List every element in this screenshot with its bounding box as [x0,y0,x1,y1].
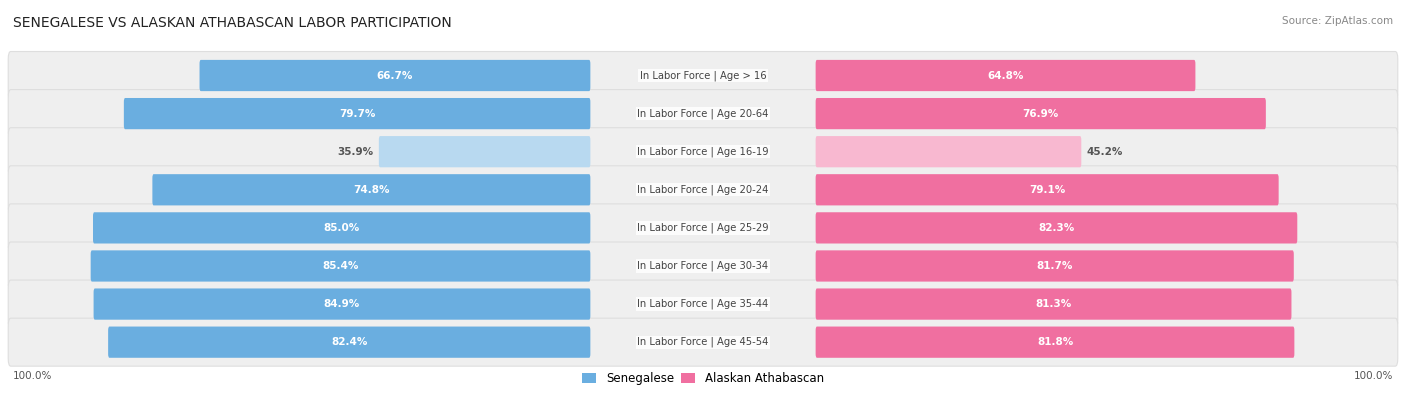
Text: 100.0%: 100.0% [1354,371,1393,382]
Text: In Labor Force | Age > 16: In Labor Force | Age > 16 [640,70,766,81]
FancyBboxPatch shape [8,128,1398,176]
FancyBboxPatch shape [108,327,591,358]
FancyBboxPatch shape [378,136,591,167]
Text: In Labor Force | Age 45-54: In Labor Force | Age 45-54 [637,337,769,348]
Text: 64.8%: 64.8% [987,71,1024,81]
Text: 79.7%: 79.7% [339,109,375,118]
Text: 81.7%: 81.7% [1036,261,1073,271]
FancyBboxPatch shape [8,204,1398,252]
FancyBboxPatch shape [8,166,1398,214]
FancyBboxPatch shape [93,212,591,243]
Text: In Labor Force | Age 20-24: In Labor Force | Age 20-24 [637,184,769,195]
FancyBboxPatch shape [94,288,591,320]
Text: 76.9%: 76.9% [1022,109,1059,118]
Text: 82.3%: 82.3% [1039,223,1074,233]
Text: 84.9%: 84.9% [323,299,360,309]
FancyBboxPatch shape [8,280,1398,328]
Text: In Labor Force | Age 20-64: In Labor Force | Age 20-64 [637,108,769,119]
FancyBboxPatch shape [124,98,591,129]
FancyBboxPatch shape [815,250,1294,282]
FancyBboxPatch shape [200,60,591,91]
Text: 100.0%: 100.0% [13,371,52,382]
Text: In Labor Force | Age 16-19: In Labor Force | Age 16-19 [637,147,769,157]
FancyBboxPatch shape [815,98,1265,129]
Text: 85.4%: 85.4% [322,261,359,271]
FancyBboxPatch shape [90,250,591,282]
Text: 35.9%: 35.9% [337,147,374,157]
Text: 45.2%: 45.2% [1087,147,1123,157]
FancyBboxPatch shape [152,174,591,205]
FancyBboxPatch shape [815,60,1195,91]
Text: SENEGALESE VS ALASKAN ATHABASCAN LABOR PARTICIPATION: SENEGALESE VS ALASKAN ATHABASCAN LABOR P… [13,17,451,30]
Text: 85.0%: 85.0% [323,223,360,233]
FancyBboxPatch shape [815,327,1295,358]
Text: 82.4%: 82.4% [330,337,367,347]
FancyBboxPatch shape [8,90,1398,137]
Text: 66.7%: 66.7% [377,71,413,81]
FancyBboxPatch shape [815,136,1081,167]
Text: 79.1%: 79.1% [1029,185,1066,195]
FancyBboxPatch shape [8,242,1398,290]
Text: 74.8%: 74.8% [353,185,389,195]
FancyBboxPatch shape [815,212,1298,243]
Text: In Labor Force | Age 30-34: In Labor Force | Age 30-34 [637,261,769,271]
Text: In Labor Force | Age 35-44: In Labor Force | Age 35-44 [637,299,769,309]
Text: In Labor Force | Age 25-29: In Labor Force | Age 25-29 [637,223,769,233]
Text: 81.8%: 81.8% [1036,337,1073,347]
Text: 81.3%: 81.3% [1035,299,1071,309]
FancyBboxPatch shape [815,288,1292,320]
FancyBboxPatch shape [8,318,1398,366]
Legend: Senegalese, Alaskan Athabascan: Senegalese, Alaskan Athabascan [578,367,828,389]
FancyBboxPatch shape [815,174,1278,205]
Text: Source: ZipAtlas.com: Source: ZipAtlas.com [1282,17,1393,26]
FancyBboxPatch shape [8,51,1398,100]
